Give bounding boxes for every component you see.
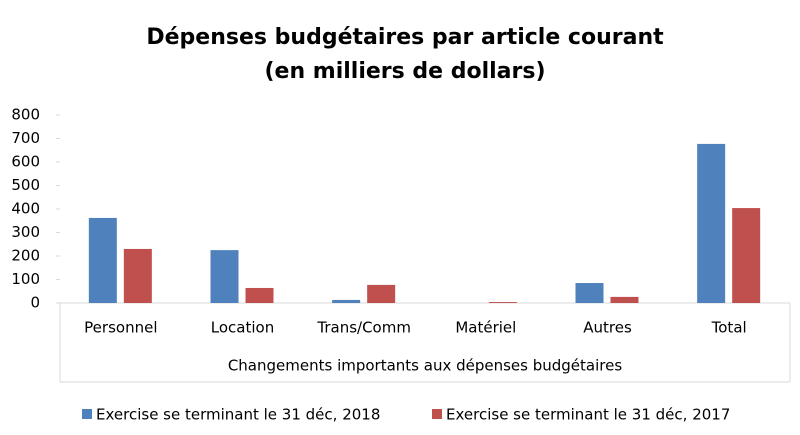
bar bbox=[210, 250, 239, 303]
y-tick-label: 0 bbox=[30, 294, 40, 312]
legend-swatch bbox=[82, 409, 92, 419]
x-tick-label: Autres bbox=[583, 319, 632, 337]
y-tick-label: 600 bbox=[11, 153, 40, 171]
x-axis-title: Changements importants aux dépenses budg… bbox=[228, 357, 623, 375]
bar bbox=[488, 302, 517, 303]
bar bbox=[332, 299, 361, 303]
bar bbox=[610, 296, 639, 303]
y-tick-label: 300 bbox=[11, 223, 40, 241]
legend-label: Exercise se terminant le 31 déc, 2018 bbox=[96, 406, 380, 424]
legend-label: Exercise se terminant le 31 déc, 2017 bbox=[446, 406, 730, 424]
y-tick-label: 800 bbox=[11, 106, 40, 124]
bar bbox=[245, 287, 274, 303]
bar bbox=[123, 248, 152, 303]
y-tick-label: 200 bbox=[11, 247, 40, 265]
y-tick-label: 700 bbox=[11, 129, 40, 147]
bar bbox=[732, 208, 761, 303]
x-tick-label: Location bbox=[211, 319, 274, 337]
bar bbox=[575, 283, 604, 303]
y-tick-label: 400 bbox=[11, 200, 40, 218]
bar bbox=[697, 143, 726, 303]
bar bbox=[88, 217, 117, 303]
bar bbox=[367, 284, 396, 303]
x-tick-label: Trans/Comm bbox=[316, 319, 411, 337]
x-tick-label: Total bbox=[711, 319, 747, 337]
chart-title: (en milliers de dollars) bbox=[264, 59, 545, 84]
legend-swatch bbox=[432, 409, 442, 419]
chart-title: Dépenses budgétaires par article courant bbox=[146, 25, 664, 50]
x-tick-label: Personnel bbox=[84, 319, 157, 337]
y-tick-label: 100 bbox=[11, 270, 40, 288]
y-tick-label: 500 bbox=[11, 176, 40, 194]
x-tick-label: Matériel bbox=[455, 319, 516, 337]
